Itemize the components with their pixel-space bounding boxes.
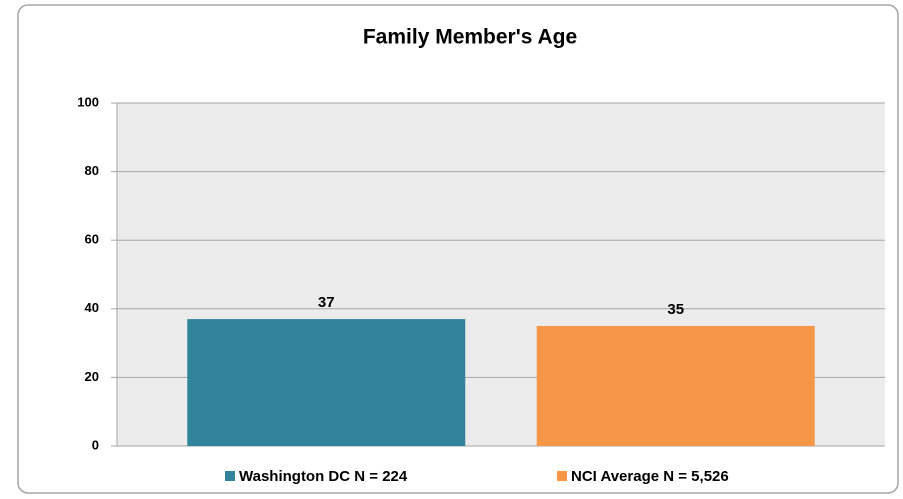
y-tick-label: 20 [85,369,99,384]
chart-title: Family Member's Age [363,26,577,49]
y-tick-label: 60 [85,232,99,247]
y-tick-label: 0 [92,437,99,452]
legend-swatch [225,471,235,481]
y-tick-label: 40 [85,300,99,315]
legend-swatch [557,471,567,481]
bar [187,319,466,446]
bar [536,325,815,446]
legend-label: NCI Average N = 5,526 [571,468,729,485]
y-tick-label: 80 [85,163,99,178]
legend-label: Washington DC N = 224 [239,468,408,485]
data-label: 37 [318,294,335,311]
y-tick-label: 100 [77,94,99,109]
data-label: 35 [667,301,684,318]
